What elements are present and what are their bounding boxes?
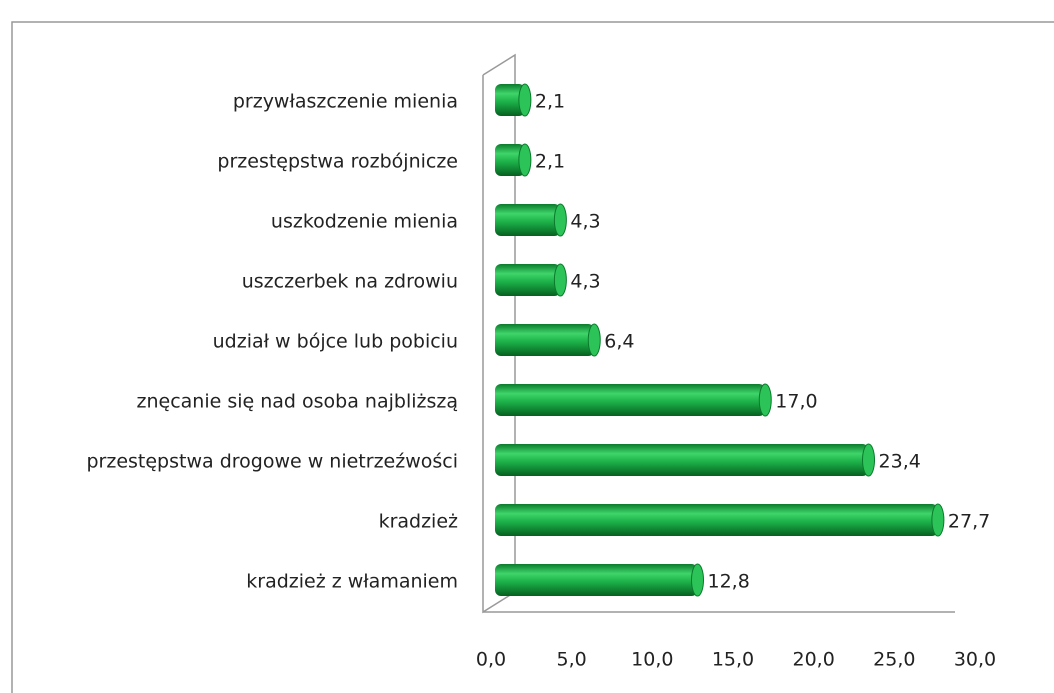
bar-cap bbox=[553, 203, 567, 237]
x-tick-label: 5,0 bbox=[557, 649, 587, 671]
y-tick-label: uszkodzenie mienia bbox=[271, 211, 458, 233]
bar bbox=[495, 204, 561, 236]
x-tick-label: 15,0 bbox=[712, 649, 754, 671]
chart-frame bbox=[11, 21, 1054, 693]
y-tick-label: przestępstwa drogowe w nietrzeźwości bbox=[86, 451, 458, 473]
bar-cap bbox=[691, 563, 705, 597]
bar bbox=[495, 264, 561, 296]
value-label: 2,1 bbox=[535, 151, 565, 173]
bar-cap bbox=[862, 443, 876, 477]
x-tick-label: 25,0 bbox=[873, 649, 915, 671]
x-tick-label: 20,0 bbox=[793, 649, 835, 671]
value-label: 6,4 bbox=[604, 331, 634, 353]
x-tick-label: 30,0 bbox=[954, 649, 996, 671]
bar bbox=[495, 444, 869, 476]
bar-cap bbox=[931, 503, 945, 537]
bar bbox=[495, 564, 698, 596]
value-label: 4,3 bbox=[570, 211, 600, 233]
y-tick-label: przestępstwa rozbójnicze bbox=[217, 151, 458, 173]
bar-cap bbox=[553, 263, 567, 297]
value-label: 17,0 bbox=[775, 391, 817, 413]
value-label: 4,3 bbox=[570, 271, 600, 293]
y-tick-label: uszczerbek na zdrowiu bbox=[242, 271, 458, 293]
x-tick-label: 0,0 bbox=[476, 649, 506, 671]
y-tick-label: udział w bójce lub pobiciu bbox=[213, 331, 458, 353]
bar bbox=[495, 384, 766, 416]
value-label: 27,7 bbox=[948, 511, 990, 533]
bar-cap bbox=[758, 383, 772, 417]
bar bbox=[495, 144, 525, 176]
bar-cap bbox=[518, 143, 532, 177]
bar bbox=[495, 504, 938, 536]
y-tick-label: kradzież bbox=[379, 511, 458, 533]
bar bbox=[495, 324, 595, 356]
y-tick-label: znęcanie się nad osoba najbliższą bbox=[137, 391, 459, 413]
value-label: 2,1 bbox=[535, 91, 565, 113]
value-label: 23,4 bbox=[879, 451, 921, 473]
value-label: 12,8 bbox=[708, 571, 750, 593]
y-tick-label: przywłaszczenie mienia bbox=[233, 91, 458, 113]
y-tick-label: kradzież z włamaniem bbox=[246, 571, 458, 593]
bar bbox=[495, 84, 525, 116]
bar-cap bbox=[518, 83, 532, 117]
bar-cap bbox=[587, 323, 601, 357]
x-tick-label: 10,0 bbox=[631, 649, 673, 671]
